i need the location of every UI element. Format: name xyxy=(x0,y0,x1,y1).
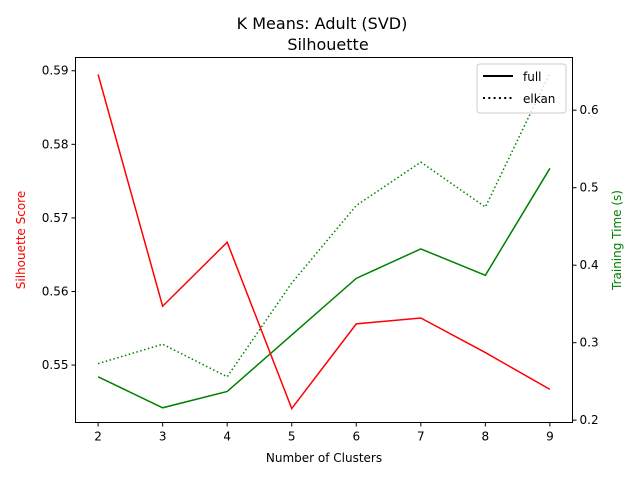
plot-frame xyxy=(75,57,573,423)
plot-lines xyxy=(97,72,551,411)
right-y-tick-label: 0.5 xyxy=(580,181,599,195)
right-y-tick-label: 0.6 xyxy=(580,103,599,117)
chart-title: K Means: Adult (SVD) xyxy=(237,14,408,33)
x-tick-label: 8 xyxy=(482,430,490,444)
right-y-tick-label: 0.4 xyxy=(580,258,599,272)
x-axis-ticks: 2 3 4 5 6 7 8 9 xyxy=(94,422,554,444)
x-tick-label: 4 xyxy=(223,430,231,444)
left-y-axis-label: Silhouette Score xyxy=(14,191,28,289)
legend-label-elkan: elkan xyxy=(523,92,555,106)
score-series-full xyxy=(97,74,551,411)
x-tick-label: 7 xyxy=(417,430,425,444)
legend: full elkan xyxy=(476,63,567,114)
left-y-tick-label: 0.56 xyxy=(42,285,69,299)
time-series-elkan xyxy=(97,72,551,378)
right-y-axis-ticks: 0.2 0.3 0.4 0.5 0.6 xyxy=(572,103,599,427)
right-y-tick-label: 0.2 xyxy=(580,413,599,427)
x-tick-label: 2 xyxy=(94,430,102,444)
right-y-axis-label: Training Time (s) xyxy=(610,190,624,291)
left-y-tick-label: 0.55 xyxy=(42,358,69,372)
left-y-tick-label: 0.59 xyxy=(42,64,69,78)
x-tick-label: 5 xyxy=(288,430,296,444)
right-y-tick-label: 0.3 xyxy=(580,336,599,350)
x-tick-label: 6 xyxy=(352,430,360,444)
legend-label-full: full xyxy=(523,70,542,84)
x-axis-label: Number of Clusters xyxy=(266,451,382,465)
time-series-full xyxy=(97,167,551,409)
left-y-tick-label: 0.58 xyxy=(42,137,69,151)
x-tick-label: 3 xyxy=(159,430,167,444)
left-y-axis-ticks: 0.55 0.56 0.57 0.58 0.59 xyxy=(42,64,76,372)
chart-subtitle: Silhouette xyxy=(287,35,368,54)
x-tick-label: 9 xyxy=(546,430,554,444)
left-y-tick-label: 0.57 xyxy=(42,211,69,225)
